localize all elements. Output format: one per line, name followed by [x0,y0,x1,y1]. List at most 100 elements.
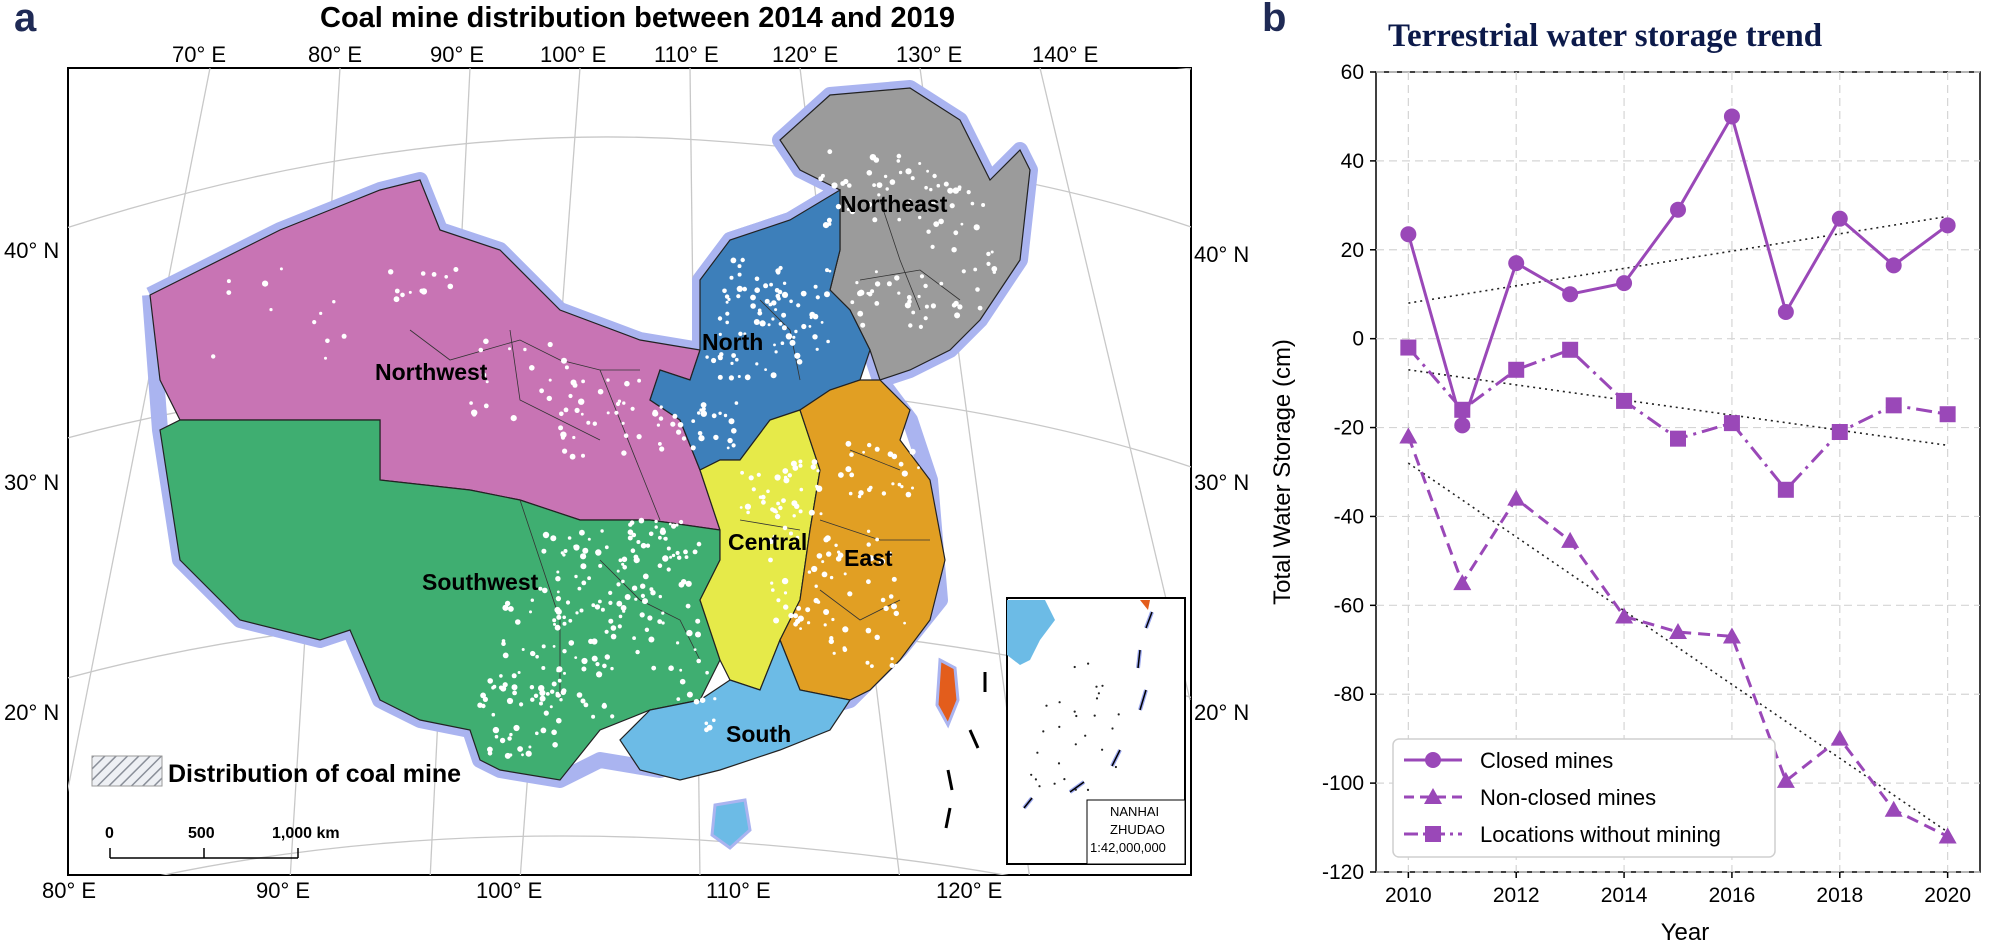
data-point-non-closed-mines [1453,574,1472,591]
legend-marker-square [1425,826,1441,842]
x-tick-label: 2010 [1385,884,1432,907]
lat-labels-right: 40° N 30° N 20° N [1194,242,1249,725]
inset-label-scale: 1:42,000,000 [1090,840,1166,855]
region-south [619,638,851,781]
lon-label-top-130: 130° E [896,42,962,67]
data-point-locations-without-mining [1670,430,1686,447]
south-china-sea-inset: NANHAI ZHUDAO 1:42,000,000 [1006,597,1186,865]
lat-label-left-40: 40° N [4,238,59,263]
scale-label-500: 500 [188,825,215,842]
data-point-closed-mines [1508,255,1525,272]
data-point-locations-without-mining [1508,361,1525,378]
data-point-non-closed-mines [1669,623,1687,639]
y-tick-label: -40 [1334,505,1364,528]
lat-label-left-20: 20° N [4,700,59,725]
lon-label-top-140: 140° E [1032,42,1098,67]
data-point-closed-mines [1454,417,1471,434]
x-tick-label: 2012 [1493,884,1540,907]
y-tick-label: 20 [1341,239,1364,262]
data-point-non-closed-mines [1776,771,1795,788]
lon-label-bottom-90: 90° E [256,878,310,903]
y-tick-label: 60 [1341,61,1364,84]
region-east [779,379,946,701]
lon-label-top-80: 80° E [308,42,362,67]
region-label-northeast: Northeast [840,191,948,217]
data-point-closed-mines [1562,286,1579,303]
region-label-north: North [702,329,763,355]
lat-labels-left: 40° N 30° N 20° N [4,238,59,725]
region-label-east: East [844,545,893,571]
legend-distribution-label: Distribution of coal mine [168,760,461,788]
panel-a-letter: a [14,0,37,40]
data-point-closed-mines [1400,226,1417,243]
x-tick-label: 2018 [1816,884,1863,907]
lon-label-top-100: 100° E [540,42,606,67]
y-tick-label: -80 [1334,683,1364,706]
data-point-non-closed-mines [1722,627,1741,644]
data-point-closed-mines [1939,217,1956,234]
legend-entry-closed-mines: Closed mines [1404,748,1613,773]
data-point-locations-without-mining [1777,481,1794,498]
chart-legend: Closed mines Non-closed mines Locations … [1392,738,1776,858]
x-ticks: 2010 2012 2014 2016 2018 2020 [1385,872,1971,907]
chart-title: Terrestrial water storage trend [1388,18,1823,54]
coal-mine-dots [211,149,998,759]
data-point-locations-without-mining [1831,424,1848,440]
lon-label-bottom-100: 100° E [476,878,542,903]
data-point-locations-without-mining [1616,392,1633,409]
taiwan-island [935,657,960,729]
scale-label-0: 0 [105,825,114,842]
data-point-closed-mines [1777,304,1794,320]
data-point-locations-without-mining [1400,339,1417,356]
scale-bar: 0 500 1,000 km [105,825,340,859]
lon-label-bottom-80: 80° E [42,878,96,903]
data-point-closed-mines [1670,201,1686,218]
legend-label-locations-without-mining: Locations without mining [1480,822,1721,847]
trend-line-closed-mines [1408,215,1948,304]
lat-label-right-40: 40° N [1194,242,1249,267]
lon-labels-bottom: 80° E 90° E 100° E 110° E 120° E [42,878,1002,903]
y-tick-label: 40 [1341,150,1364,173]
legend-entry-non-closed-mines: Non-closed mines [1404,785,1656,810]
inset-label-zhudao: ZHUDAO [1110,822,1165,837]
hainan-island [710,798,752,850]
y-axis-title: Total Water Storage (cm) [1269,339,1296,605]
trend-line-non-closed-mines [1407,462,1949,833]
province-borders [409,199,961,700]
legend-marker-triangle [1424,788,1442,804]
lon-label-top-90: 90° E [430,42,484,67]
region-label-south: South [726,721,791,747]
y-ticks: 60 40 20 0 -20 -40 -60 -80 -100 -120 [1322,61,1376,884]
legend-label-non-closed-mines: Non-closed mines [1480,785,1656,810]
x-axis-title: Year [1661,919,1710,942]
x-tick-label: 2014 [1601,884,1648,907]
lon-label-top-70: 70° E [172,42,226,67]
lon-label-bottom-120: 120° E [936,878,1002,903]
data-point-non-closed-mines [1561,531,1580,548]
map-title: Coal mine distribution between 2014 and … [320,2,955,34]
lon-label-top-120: 120° E [772,42,838,67]
data-point-locations-without-mining [1939,406,1956,423]
lat-label-right-20: 20° N [1194,700,1249,725]
data-point-closed-mines [1723,108,1740,125]
series-line-non-closed-mines [1406,435,1949,838]
data-point-non-closed-mines [1615,607,1634,624]
y-tick-label: -20 [1334,417,1364,440]
lon-labels-top: 70° E 80° E 90° E 100° E 110° E 120° E 1… [172,42,1098,67]
data-point-non-closed-mines [1399,427,1418,444]
region-label-central: Central [728,529,807,555]
data-point-closed-mines [1885,257,1902,274]
data-point-locations-without-mining [1723,415,1740,432]
data-point-closed-mines [1831,210,1848,227]
legend-marker-circle [1425,752,1441,768]
region-label-southwest: Southwest [422,569,539,595]
lat-label-right-30: 30° N [1194,470,1249,495]
data-point-non-closed-mines [1507,489,1526,506]
data-point-closed-mines [1616,275,1633,292]
x-tick-label: 2016 [1709,884,1756,907]
maritime-boundary-dashes [944,672,987,829]
lon-label-top-110: 110° E [654,42,719,67]
region-label-northwest: Northwest [375,359,488,385]
